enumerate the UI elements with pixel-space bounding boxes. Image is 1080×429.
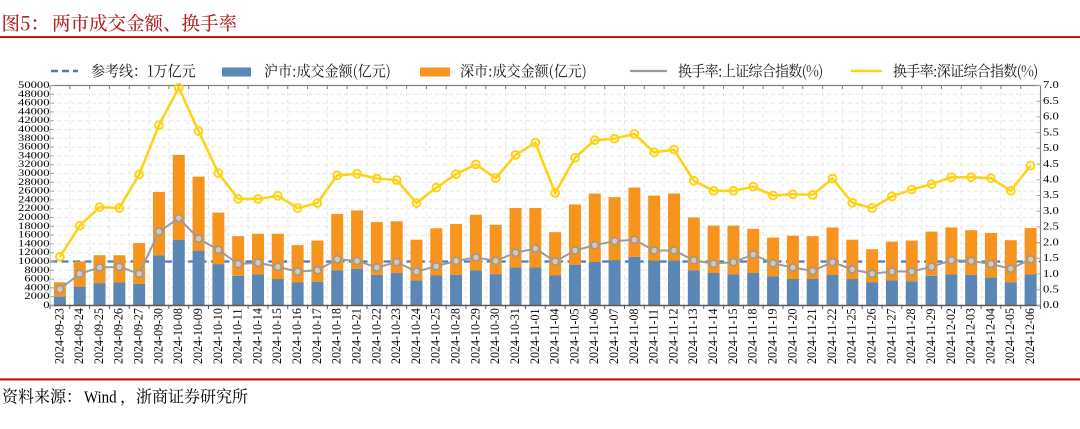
svg-text:34000: 34000 [18, 151, 50, 161]
svg-text:2024-10-30: 2024-10-30 [488, 308, 503, 364]
svg-text:0.5: 0.5 [1043, 284, 1059, 295]
svg-text:2024-11-25: 2024-11-25 [844, 309, 859, 364]
svg-text:4000: 4000 [24, 283, 50, 293]
svg-text:2024-11-26: 2024-11-26 [864, 309, 879, 364]
svg-text:2024-11-04: 2024-11-04 [547, 308, 562, 364]
svg-text:2.5: 2.5 [1043, 222, 1059, 233]
svg-text:2024-10-16: 2024-10-16 [290, 308, 305, 364]
svg-text:2024-10-29: 2024-10-29 [468, 308, 483, 364]
svg-text:2024-11-28: 2024-11-28 [904, 309, 919, 364]
svg-text:1.0: 1.0 [1043, 269, 1059, 280]
svg-text:44000: 44000 [18, 107, 50, 117]
svg-text:22000: 22000 [18, 204, 50, 214]
svg-text:3.0: 3.0 [1043, 206, 1059, 217]
svg-text:2024-10-21: 2024-10-21 [349, 308, 364, 364]
svg-text:2024-11-21: 2024-11-21 [805, 309, 820, 364]
svg-text:36000: 36000 [18, 142, 50, 152]
svg-text:4.5: 4.5 [1043, 159, 1059, 170]
svg-text:2024-09-25: 2024-09-25 [92, 308, 107, 364]
svg-text:16000: 16000 [18, 230, 50, 240]
svg-text:2024-12-05: 2024-12-05 [1003, 308, 1018, 364]
svg-text:2024-10-15: 2024-10-15 [270, 308, 285, 364]
svg-text:2024-11-15: 2024-11-15 [725, 309, 740, 364]
svg-text:2024-11-19: 2024-11-19 [765, 309, 780, 364]
svg-text:50000: 50000 [18, 80, 50, 90]
svg-text:2024-11-27: 2024-11-27 [884, 309, 899, 364]
svg-text:2024-11-12: 2024-11-12 [666, 309, 681, 364]
svg-text:2024-10-11: 2024-10-11 [230, 309, 245, 364]
svg-text:32000: 32000 [18, 160, 50, 170]
svg-text:2024-11-14: 2024-11-14 [706, 308, 721, 364]
svg-text:6000: 6000 [24, 274, 50, 284]
svg-text:5.0: 5.0 [1043, 143, 1059, 154]
svg-text:3.5: 3.5 [1043, 190, 1059, 201]
svg-text:46000: 46000 [18, 98, 50, 108]
svg-text:28000: 28000 [18, 177, 50, 187]
svg-text:38000: 38000 [18, 133, 50, 143]
svg-text:24000: 24000 [18, 195, 50, 205]
svg-text:1.5: 1.5 [1043, 253, 1059, 264]
svg-text:6.5: 6.5 [1043, 96, 1059, 107]
svg-text:30000: 30000 [18, 168, 50, 178]
svg-text:2024-09-26: 2024-09-26 [111, 308, 126, 364]
svg-text:48000: 48000 [18, 89, 50, 99]
svg-text:18000: 18000 [18, 221, 50, 231]
svg-text:7.0: 7.0 [1043, 80, 1059, 91]
svg-text:2024-09-30: 2024-09-30 [151, 308, 166, 364]
svg-text:12000: 12000 [18, 248, 50, 258]
svg-text:8000: 8000 [24, 265, 50, 275]
svg-text:10000: 10000 [18, 256, 50, 266]
svg-text:2024-11-08: 2024-11-08 [626, 309, 641, 364]
svg-text:2024-11-18: 2024-11-18 [745, 309, 760, 364]
svg-text:2024-10-22: 2024-10-22 [369, 308, 384, 364]
svg-text:2024-10-31: 2024-10-31 [508, 308, 523, 364]
svg-text:2024-11-11: 2024-11-11 [646, 309, 661, 364]
svg-text:26000: 26000 [18, 186, 50, 196]
svg-text:2024-11-06: 2024-11-06 [587, 309, 602, 364]
svg-text:2024-10-10: 2024-10-10 [210, 308, 225, 364]
svg-text:2024-11-22: 2024-11-22 [824, 309, 839, 364]
svg-text:0.0: 0.0 [1043, 300, 1059, 311]
svg-text:2024-10-14: 2024-10-14 [250, 307, 265, 364]
svg-text:2024-10-08: 2024-10-08 [171, 308, 186, 364]
svg-text:40000: 40000 [18, 124, 50, 134]
svg-text:2024-10-24: 2024-10-24 [408, 307, 423, 364]
svg-text:2.0: 2.0 [1043, 237, 1059, 248]
svg-text:4.0: 4.0 [1043, 174, 1059, 185]
svg-text:2024-10-23: 2024-10-23 [389, 308, 404, 364]
svg-text:2024-10-25: 2024-10-25 [428, 308, 443, 364]
svg-text:2024-11-13: 2024-11-13 [686, 309, 701, 364]
svg-text:2024-12-03: 2024-12-03 [963, 308, 978, 364]
svg-text:14000: 14000 [18, 239, 50, 249]
svg-text:2024-10-09: 2024-10-09 [191, 308, 206, 364]
svg-text:Wind: Wind [84, 389, 117, 407]
svg-text:2024-09-23: 2024-09-23 [52, 308, 67, 364]
svg-text:2024-11-29: 2024-11-29 [924, 309, 939, 364]
svg-text:42000: 42000 [18, 116, 50, 126]
svg-text:2024-10-28: 2024-10-28 [448, 308, 463, 364]
svg-text:2024-10-17: 2024-10-17 [309, 308, 324, 364]
svg-text:2024-12-06: 2024-12-06 [1023, 308, 1038, 364]
svg-text:2024-09-24: 2024-09-24 [72, 307, 87, 364]
svg-text:2024-11-05: 2024-11-05 [567, 309, 582, 364]
svg-text:5.5: 5.5 [1043, 127, 1059, 138]
svg-text:6.0: 6.0 [1043, 112, 1059, 123]
svg-text:20000: 20000 [18, 212, 50, 222]
svg-text:2024-11-20: 2024-11-20 [785, 309, 800, 364]
svg-text:2024-09-27: 2024-09-27 [131, 308, 146, 364]
svg-text:2024-12-02: 2024-12-02 [943, 308, 958, 364]
svg-text:2000: 2000 [24, 292, 50, 302]
svg-text:0: 0 [43, 300, 50, 310]
svg-text:2024-10-18: 2024-10-18 [329, 308, 344, 364]
svg-text:2024-11-07: 2024-11-07 [607, 309, 622, 364]
svg-text:2024-12-04: 2024-12-04 [983, 307, 998, 364]
svg-text:2024-11-01: 2024-11-01 [527, 309, 542, 364]
